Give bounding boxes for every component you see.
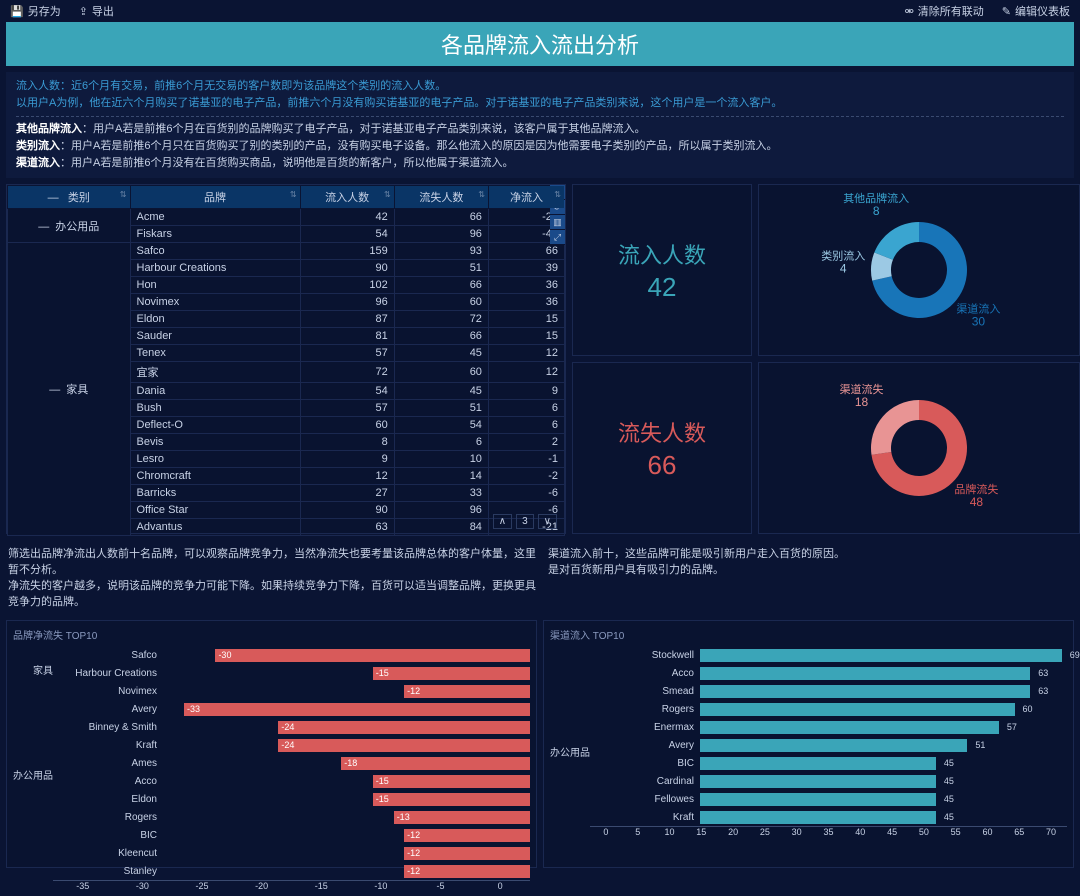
table-col-4[interactable]: 净流入⇅ [488, 186, 564, 209]
outflow-donut: 品牌流失48 渠道流失18 [758, 362, 1080, 534]
bar-row[interactable]: Eldon-15 [53, 790, 530, 808]
export-button[interactable]: ⇪导出 [79, 3, 114, 19]
inflow-donut: 渠道流入30 类别流入4 其他品牌流入8 [758, 184, 1080, 356]
svg-text:48: 48 [970, 495, 984, 509]
pager-prev[interactable]: ∧ [493, 514, 512, 529]
bar-row[interactable]: Stockwell69 [590, 646, 1067, 664]
svg-text:渠道流失: 渠道流失 [840, 382, 884, 396]
bar-row[interactable]: Avery51 [590, 736, 1067, 754]
outflow-metric: 流失人数 66 [572, 362, 752, 534]
tool-chart-icon[interactable]: ▥ [550, 215, 565, 230]
description-box: 流入人数：近6个月有交易，前推6个月无交易的客户数即为该品牌这个类别的流入人数。… [6, 72, 1074, 178]
table-pager: ∧ 3 ∨ [493, 514, 557, 529]
bar-row[interactable]: Novimex-12 [53, 682, 530, 700]
toolbar: 💾另存为 ⇪导出 ⚮清除所有联动 ✎编辑仪表板 [0, 0, 1080, 22]
data-table: — 类别⇅品牌⇅流入人数⇅流失人数⇅净流入⇅ — 办公用品Acme4266-24… [7, 185, 565, 536]
tool-expand-icon[interactable]: ⤢ [550, 230, 565, 245]
svg-text:渠道流入: 渠道流入 [956, 301, 1000, 315]
table-col-1[interactable]: 品牌⇅ [130, 186, 300, 209]
save-icon: 💾 [10, 5, 24, 18]
bar-row[interactable]: Safco-30 [53, 646, 530, 664]
bar-row[interactable]: Binney & Smith-24 [53, 718, 530, 736]
bar-row[interactable]: Rogers60 [590, 700, 1067, 718]
edit-dashboard-button[interactable]: ✎编辑仪表板 [1002, 3, 1070, 19]
table-col-0[interactable]: — 类别⇅ [8, 186, 131, 209]
table-row[interactable]: — 办公用品Acme4266-24 [8, 209, 565, 226]
bar-row[interactable]: Avery-33 [53, 700, 530, 718]
bar-row[interactable]: Acco63 [590, 664, 1067, 682]
svg-text:其他品牌流入: 其他品牌流入 [843, 191, 909, 205]
table-col-3[interactable]: 流失人数⇅ [394, 186, 488, 209]
pencil-icon: ✎ [1002, 5, 1011, 18]
save-as-button[interactable]: 💾另存为 [10, 3, 61, 19]
bar-row[interactable]: Rogers-13 [53, 808, 530, 826]
bar-row[interactable]: Ames-18 [53, 754, 530, 772]
bar-row[interactable]: Kraft45 [590, 808, 1067, 826]
bar-row[interactable]: Enermax57 [590, 718, 1067, 736]
chart-channel-inflow: 渠道流入 TOP10 办公用品 Stockwell69Acco63Smead63… [543, 620, 1074, 868]
page-title: 各品牌流入流出分析 [6, 22, 1074, 66]
inflow-metric: 流入人数 42 [572, 184, 752, 356]
note-left: 筛选出品牌净流出人数前十名品牌，可以观察品牌竞争力，当然净流失也要考量该品牌总体… [6, 542, 540, 614]
note-right: 渠道流入前十，这些品牌可能是吸引新用户走入百货的原因。是对百货新用户具有吸引力的… [546, 542, 1080, 614]
chart-left-ycats: 家具办公用品 [13, 646, 53, 856]
bar-row[interactable]: Smead63 [590, 682, 1067, 700]
svg-text:18: 18 [855, 395, 869, 409]
bar-row[interactable]: Kleencut-12 [53, 844, 530, 862]
chart-net-loss: 品牌净流失 TOP10 家具办公用品 Safco-30Harbour Creat… [6, 620, 537, 868]
data-table-panel: ✎ ⟳ ▥ ⤢ — 类别⇅品牌⇅流入人数⇅流失人数⇅净流入⇅ — 办公用品Acm… [6, 184, 566, 534]
bar-row[interactable]: Acco-15 [53, 772, 530, 790]
bar-row[interactable]: BIC45 [590, 754, 1067, 772]
svg-text:品牌流失: 品牌流失 [954, 482, 998, 496]
bar-row[interactable]: Fellowes45 [590, 790, 1067, 808]
bar-row[interactable]: Stanley-12 [53, 862, 530, 880]
export-icon: ⇪ [79, 5, 88, 18]
pager-page: 3 [516, 514, 534, 529]
bar-row[interactable]: Kraft-24 [53, 736, 530, 754]
unlink-icon: ⚮ [905, 5, 914, 18]
table-col-2[interactable]: 流入人数⇅ [300, 186, 394, 209]
svg-text:30: 30 [972, 314, 986, 328]
svg-text:4: 4 [840, 261, 847, 275]
pager-next[interactable]: ∨ [538, 514, 557, 529]
svg-text:8: 8 [873, 204, 880, 218]
table-row[interactable]: — 家具Safco1599366 [8, 243, 565, 260]
clear-link-button[interactable]: ⚮清除所有联动 [905, 3, 984, 19]
bar-row[interactable]: BIC-12 [53, 826, 530, 844]
bar-row[interactable]: Cardinal45 [590, 772, 1067, 790]
chart-right-ycat: 办公用品 [550, 646, 590, 856]
bar-row[interactable]: Harbour Creations-15 [53, 664, 530, 682]
svg-text:类别流入: 类别流入 [821, 248, 865, 262]
